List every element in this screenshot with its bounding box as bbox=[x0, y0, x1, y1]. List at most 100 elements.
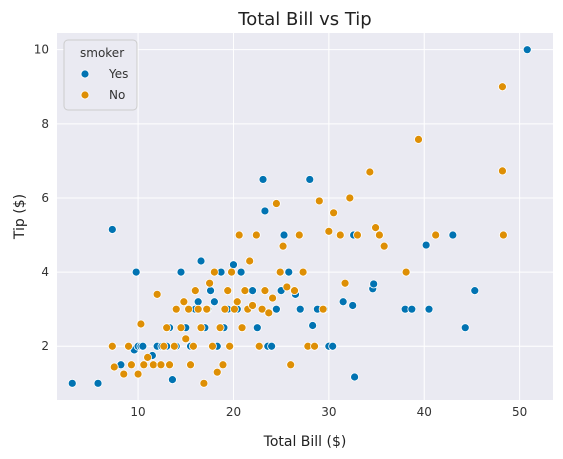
data-point-yes bbox=[209, 297, 219, 307]
data-point-yes bbox=[206, 286, 215, 296]
data-point-yes bbox=[407, 304, 417, 314]
data-point-no bbox=[240, 286, 250, 296]
legend-label-yes: Yes bbox=[108, 67, 128, 81]
data-point-no bbox=[257, 304, 267, 314]
data-point-no bbox=[248, 301, 257, 310]
data-point-yes bbox=[421, 240, 431, 250]
data-point-no bbox=[254, 341, 264, 351]
data-point-no bbox=[227, 267, 236, 277]
data-point-no bbox=[401, 267, 411, 277]
data-point-no bbox=[126, 360, 136, 370]
x-tick-label: 40 bbox=[417, 405, 432, 419]
data-point-yes bbox=[176, 267, 186, 277]
data-point-yes bbox=[267, 341, 277, 351]
data-point-no bbox=[298, 267, 308, 277]
data-point-no bbox=[212, 367, 222, 377]
plot-area bbox=[57, 33, 553, 400]
data-point-yes bbox=[229, 260, 238, 270]
data-point-no bbox=[124, 341, 133, 351]
x-tick-label: 30 bbox=[321, 405, 336, 419]
data-point-no bbox=[208, 341, 217, 351]
data-point-yes bbox=[193, 297, 203, 307]
data-point-no bbox=[199, 378, 209, 388]
data-point-no bbox=[169, 341, 179, 351]
data-point-yes bbox=[350, 372, 360, 382]
data-point-no bbox=[374, 230, 384, 240]
data-point-no bbox=[159, 341, 169, 351]
data-point-yes bbox=[252, 323, 262, 333]
data-point-no bbox=[156, 360, 166, 370]
data-point-no bbox=[202, 304, 212, 314]
data-point-yes bbox=[279, 230, 289, 240]
data-point-no bbox=[498, 82, 507, 92]
data-point-no bbox=[119, 369, 129, 379]
data-point-no bbox=[286, 360, 296, 370]
data-point-no bbox=[365, 167, 375, 177]
data-point-yes bbox=[196, 256, 206, 266]
data-point-yes bbox=[470, 286, 480, 296]
y-tick-label: 2 bbox=[41, 339, 49, 353]
x-tick-labels: 10 20 30 40 50 bbox=[130, 405, 527, 419]
data-point-no bbox=[186, 360, 195, 370]
data-point-no bbox=[171, 304, 181, 314]
data-point-yes bbox=[424, 304, 434, 314]
data-point-no bbox=[176, 323, 186, 333]
data-point-yes bbox=[328, 341, 338, 351]
y-axis-label: Tip ($) bbox=[12, 194, 28, 240]
data-point-no bbox=[294, 230, 304, 240]
data-point-no bbox=[371, 223, 380, 233]
data-point-no bbox=[165, 360, 174, 370]
data-point-no bbox=[324, 226, 334, 236]
data-point-yes bbox=[258, 175, 268, 184]
x-tick-label: 50 bbox=[512, 405, 527, 419]
x-axis-label: Total Bill ($) bbox=[263, 434, 347, 450]
data-point-no bbox=[193, 304, 203, 314]
data-point-no bbox=[230, 304, 239, 314]
data-point-yes bbox=[522, 45, 532, 55]
data-points bbox=[67, 45, 532, 388]
y-tick-label: 6 bbox=[41, 191, 49, 205]
y-tick-labels: 2 4 6 8 10 bbox=[34, 43, 49, 354]
data-point-no bbox=[310, 341, 319, 351]
data-point-no bbox=[136, 319, 146, 329]
data-point-no bbox=[237, 323, 247, 333]
data-point-no bbox=[133, 369, 143, 379]
data-point-yes bbox=[107, 225, 117, 234]
data-point-no bbox=[329, 208, 339, 218]
data-point-no bbox=[282, 282, 292, 292]
data-point-no bbox=[220, 304, 230, 314]
data-point-no bbox=[190, 286, 200, 296]
data-point-no bbox=[107, 341, 117, 351]
data-point-no bbox=[225, 341, 235, 351]
data-point-no bbox=[215, 323, 225, 333]
legend-marker-yes bbox=[80, 69, 90, 79]
data-point-no bbox=[188, 341, 198, 351]
data-point-yes bbox=[348, 301, 358, 310]
data-point-no bbox=[162, 323, 172, 333]
data-point-no bbox=[148, 360, 158, 370]
data-point-yes bbox=[260, 206, 270, 216]
y-tick-label: 10 bbox=[34, 43, 49, 57]
data-point-yes bbox=[338, 297, 348, 307]
x-tick-label: 10 bbox=[130, 405, 145, 419]
data-point-no bbox=[264, 308, 274, 318]
legend: smoker Yes No bbox=[63, 39, 138, 111]
data-point-yes bbox=[295, 304, 305, 314]
data-point-no bbox=[431, 230, 441, 240]
data-point-no bbox=[260, 286, 270, 296]
data-point-yes bbox=[460, 323, 470, 333]
data-point-no bbox=[340, 278, 350, 288]
data-point-no bbox=[271, 199, 281, 208]
data-point-yes bbox=[369, 279, 379, 289]
data-point-yes bbox=[248, 286, 257, 296]
data-point-no bbox=[245, 256, 255, 266]
data-point-yes bbox=[271, 304, 281, 314]
data-point-yes bbox=[305, 175, 315, 184]
data-point-no bbox=[275, 267, 285, 277]
data-point-no bbox=[209, 267, 219, 277]
data-point-no bbox=[318, 304, 328, 314]
data-point-no bbox=[234, 230, 244, 240]
data-point-yes bbox=[138, 341, 148, 351]
data-point-yes bbox=[131, 267, 141, 277]
